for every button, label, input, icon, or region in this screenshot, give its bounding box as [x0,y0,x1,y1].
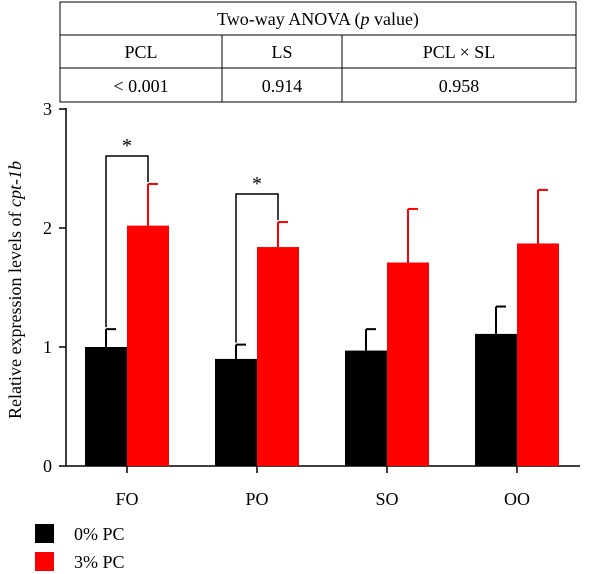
anova-value-pcl: < 0.001 [113,76,168,96]
significance-star-po: * [252,173,262,195]
bar-po-series-0 [215,358,257,466]
bars [85,225,559,466]
x-tick-label: SO [375,489,398,509]
bar-fo-series-0 [85,347,127,466]
anova-table: Two-way ANOVA (p value) PCL LS PCL × SL … [59,1,577,103]
x-tick-label: OO [504,489,530,509]
x-tick-label: FO [115,489,138,509]
y-tick-label: 3 [43,99,52,119]
x-tick-label: PO [245,489,268,509]
bar-po-series-1 [257,247,299,466]
y-tick-label: 2 [43,218,52,238]
y-ticks: 0 1 2 3 [43,99,66,476]
y-axis-label: Relative expression levels of cpt-1b [5,161,25,419]
bar-oo-series-0 [475,333,517,466]
error-bars [105,182,548,359]
bar-fo-series-1 [127,225,169,466]
anova-value-interaction: 0.958 [439,76,480,96]
bar-so-series-1 [387,262,429,466]
significance-bracket-po [235,193,279,343]
legend-swatch-3pc [35,552,54,571]
anova-value-ls: 0.914 [262,76,303,96]
anova-header-pcl: PCL [124,42,157,62]
anova-header-interaction: PCL × SL [423,42,496,62]
legend: 0% PC 3% PC [35,524,125,572]
anova-table-title: Two-way ANOVA (p value) [217,9,419,30]
legend-label-3pc: 3% PC [74,552,125,572]
y-tick-label: 1 [43,337,52,357]
y-tick-label: 0 [43,456,52,476]
bar-oo-series-1 [517,243,559,466]
legend-swatch-0pc [35,524,54,543]
bar-so-series-0 [345,350,387,466]
legend-label-0pc: 0% PC [74,524,125,544]
significance-brackets: ** [105,135,279,343]
anova-header-ls: LS [271,42,292,62]
significance-star-fo: * [122,135,132,157]
x-ticks: FO PO SO OO [115,466,530,509]
anova-table-border [59,1,577,103]
significance-bracket-fo [105,155,149,328]
